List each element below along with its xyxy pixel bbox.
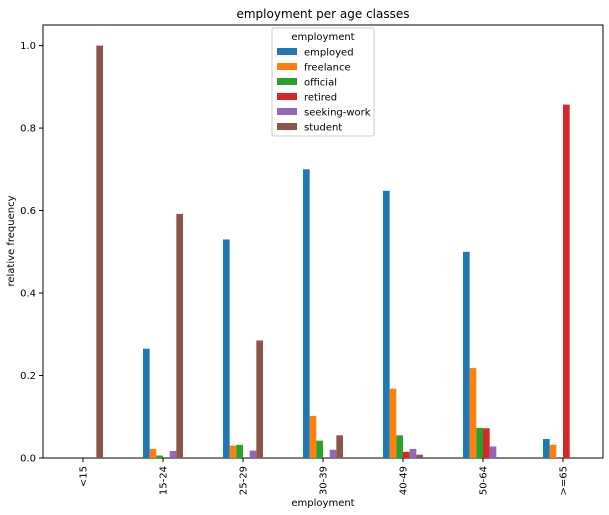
legend-swatch-retired: [277, 93, 297, 100]
x-tick-label: >=65: [559, 466, 570, 495]
legend-swatch-student: [277, 123, 297, 130]
bars-layer: [96, 45, 570, 459]
legend-title: employment: [291, 32, 354, 43]
x-tick-label: 40-49: [399, 466, 410, 495]
legend-label-employed: employed: [304, 48, 354, 59]
bar-retired-4: [403, 451, 410, 458]
x-tick-label: 15-24: [159, 466, 170, 495]
bar-official-3: [316, 440, 323, 458]
bar-retired-6: [563, 104, 570, 458]
y-tick-label: 0.6: [20, 206, 36, 217]
bar-seeking-work-3: [329, 449, 337, 458]
x-tick-label: 50-64: [479, 466, 490, 495]
bar-official-4: [396, 435, 403, 458]
x-tick-label: 30-39: [319, 466, 330, 495]
legend-swatch-employed: [277, 48, 297, 55]
y-tick-label: 0.2: [20, 371, 36, 382]
bar-seeking-work-5: [489, 446, 497, 458]
legend-label-retired: retired: [304, 93, 337, 104]
y-tick-label: 0.8: [20, 124, 36, 135]
bar-seeking-work-4: [409, 448, 417, 458]
chart-title: employment per age classes: [236, 7, 409, 21]
bar-employed-5: [463, 251, 470, 458]
bar-employed-6: [543, 439, 550, 458]
bar-employed-1: [143, 348, 150, 458]
x-tick-label: 25-29: [239, 466, 250, 495]
legend-label-official: official: [304, 78, 337, 89]
legend-box: [271, 27, 375, 137]
bar-official-1: [156, 455, 163, 458]
y-tick-label: 0.4: [20, 289, 36, 300]
bar-freelance-5: [469, 368, 477, 458]
bar-seeking-work-2: [249, 450, 257, 458]
y-axis: 0.0 0.2 0.4 0.6 0.8 1.0: [20, 41, 43, 465]
legend-label-freelance: freelance: [304, 63, 351, 74]
bar-student-4: [416, 454, 423, 458]
bar-employed-3: [303, 169, 310, 459]
bar-student-1: [176, 213, 183, 458]
bar-official-5: [476, 427, 483, 458]
y-tick-label: 1.0: [20, 41, 36, 52]
bar-student-2: [256, 340, 263, 458]
bar-seeking-work-1: [169, 450, 177, 458]
bar-official-2: [236, 444, 243, 458]
bar-student-0: [96, 45, 103, 458]
legend-label-student: student: [304, 123, 342, 134]
x-tick-label: <15: [79, 466, 90, 487]
legend-swatch-freelance: [277, 63, 297, 70]
bar-freelance-2: [229, 445, 237, 458]
legend-label-seeking-work: seeking-work: [304, 108, 371, 119]
bar-student-3: [336, 435, 343, 458]
x-axis-label: employment: [291, 498, 354, 509]
bar-freelance-3: [309, 415, 317, 458]
legend: employment employed freelance official retir…: [271, 27, 375, 137]
y-tick-label: 0.0: [20, 454, 36, 465]
bar-freelance-1: [149, 448, 157, 458]
bar-retired-5: [483, 428, 490, 458]
y-axis-label: relative frequency: [6, 195, 17, 286]
legend-swatch-official: [277, 78, 297, 85]
bar-employed-2: [223, 239, 230, 458]
legend-swatch-seeking-work: [277, 108, 297, 115]
bar-freelance-4: [389, 388, 397, 458]
x-axis: <15 15-24 25-29 30-39 40-49 50-64 >=65: [79, 458, 570, 495]
bar-freelance-6: [549, 444, 557, 458]
bar-employed-4: [383, 190, 390, 458]
